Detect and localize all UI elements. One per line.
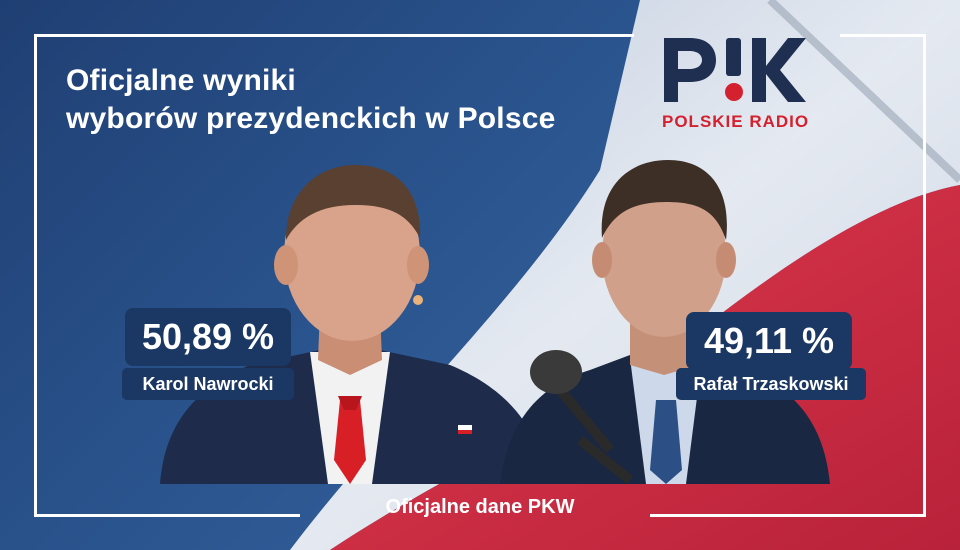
logo-text: POLSKIE RADIO xyxy=(662,112,810,131)
title-line-1: Oficjalne wyniki xyxy=(66,64,296,97)
frame-right xyxy=(923,34,926,517)
result-badge-nawrocki: 50,89 % xyxy=(125,308,291,366)
result-badge-trzaskowski: 49,11 % xyxy=(686,312,852,370)
name-tag-trzaskowski: Rafał Trzaskowski xyxy=(676,368,866,400)
page-title: Oficjalne wyniki wyborów prezydenckich w… xyxy=(66,62,606,138)
frame-bottom-right xyxy=(650,514,926,517)
frame-left xyxy=(34,34,37,517)
percent-trzaskowski: 49,11 % xyxy=(703,320,835,361)
frame-top-right xyxy=(840,34,926,37)
title-line-2: wyborów prezydenckich w Polsce xyxy=(66,102,556,135)
pik-logo-icon xyxy=(664,38,806,102)
source-caption: Oficjalne dane PKW xyxy=(385,496,575,518)
name-tag-nawrocki: Karol Nawrocki xyxy=(122,368,294,400)
polskie-radio-logo: POLSKIE RADIO xyxy=(660,30,810,134)
frame-bottom-left xyxy=(34,514,300,517)
percent-nawrocki: 50,89 % xyxy=(141,316,275,357)
candidate-photo-nawrocki xyxy=(160,165,546,484)
frame-top-left xyxy=(34,34,634,37)
